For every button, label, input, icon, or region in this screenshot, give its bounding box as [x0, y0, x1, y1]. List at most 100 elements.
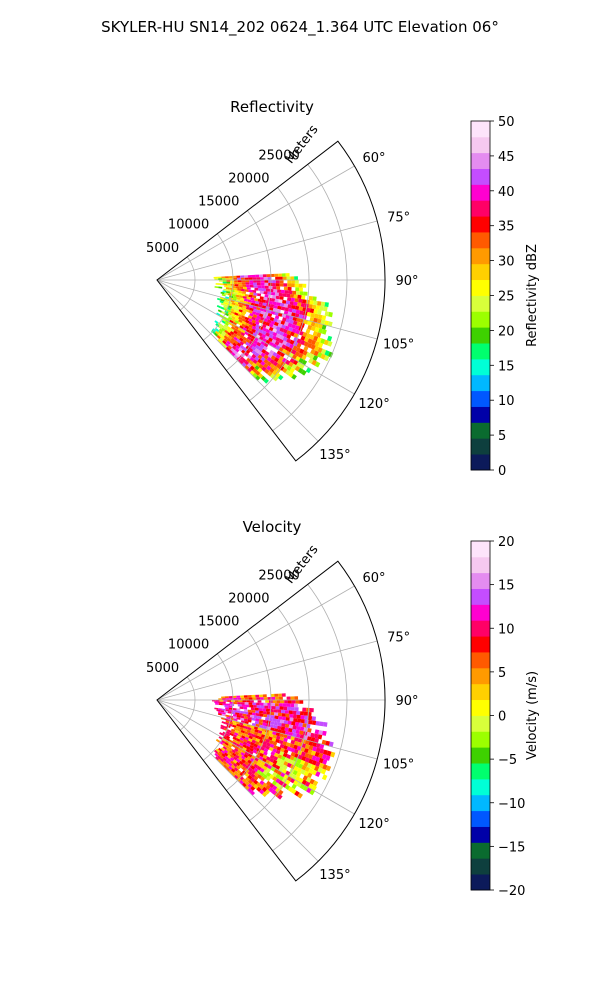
echo-gate	[312, 355, 319, 361]
echo-gate	[299, 730, 304, 735]
range-ring	[249, 607, 310, 821]
echo-gate	[216, 305, 221, 309]
echo-gate	[225, 722, 230, 726]
echo-gate	[282, 299, 287, 304]
echo-gate	[250, 335, 256, 340]
echo-gate	[239, 779, 244, 785]
echo-gate	[227, 289, 231, 292]
echo-gate	[268, 323, 274, 328]
echo-gate	[255, 741, 260, 746]
echo-gate	[263, 363, 269, 369]
echo-gate	[265, 325, 271, 330]
echo-gate	[225, 759, 230, 764]
echo-gate	[227, 309, 232, 313]
echo-gate	[222, 340, 227, 345]
echo-gate	[235, 307, 240, 312]
echo-gate	[255, 751, 261, 756]
echo-gate	[286, 696, 291, 700]
echo-gate	[306, 776, 312, 783]
echo-gate	[249, 370, 255, 376]
echo-gate	[298, 298, 303, 303]
echo-gate	[249, 356, 255, 362]
echo-gate	[305, 367, 312, 374]
echo-gate	[215, 703, 219, 705]
echo-gate	[258, 332, 263, 337]
echo-gate	[265, 708, 270, 712]
echo-gate	[307, 762, 313, 769]
echo-gate	[245, 734, 250, 738]
echo-gate	[268, 282, 273, 286]
echo-gate	[219, 758, 225, 763]
echo-gate	[273, 721, 279, 726]
echo-gate	[234, 751, 240, 756]
echo-gate	[263, 748, 269, 753]
echo-gate	[246, 296, 251, 300]
echo-gate	[219, 741, 224, 745]
radial-tick-label: 15000	[198, 195, 239, 210]
echo-gate	[241, 315, 246, 319]
echo-gate	[289, 743, 295, 749]
echo-gate	[226, 280, 231, 282]
echo-gate	[242, 284, 247, 287]
echo-gate	[217, 276, 222, 279]
echo-gate	[270, 373, 276, 379]
echo-gate	[262, 711, 267, 715]
echo-gate	[263, 354, 269, 360]
echo-gate	[227, 729, 232, 733]
echo-gate	[293, 744, 298, 750]
echo-gate	[218, 736, 223, 740]
colorbar-segment	[471, 152, 490, 169]
echo-gate	[247, 299, 252, 303]
echo-gate	[220, 724, 225, 728]
echo-gate	[241, 307, 246, 311]
echo-gate	[269, 774, 275, 780]
echo-gate	[270, 711, 275, 716]
echo-gate	[308, 304, 313, 309]
echo-gate	[270, 355, 276, 361]
echo-gate	[248, 712, 253, 715]
echo-gate	[297, 792, 303, 799]
echo-gate	[219, 337, 224, 342]
echo-gate	[245, 284, 250, 288]
echo-gate	[238, 700, 243, 703]
echo-gate	[273, 745, 278, 750]
echo-gate	[290, 707, 295, 711]
echo-gate	[251, 319, 257, 324]
echo-gate	[230, 764, 236, 770]
echo-gate	[239, 337, 244, 342]
echo-gate	[249, 280, 254, 283]
echo-gate	[249, 744, 255, 749]
echo-gate	[259, 694, 263, 698]
colorbar-tick-label: 10	[498, 622, 515, 637]
range-ring	[272, 584, 348, 852]
echo-gate	[321, 754, 327, 760]
echo-gate	[263, 751, 268, 756]
echo-gate	[295, 347, 301, 353]
reflectivity-panel: Reflectivity Meters Reflectivity dBZ 500…	[146, 98, 540, 479]
echo-gate	[296, 758, 302, 764]
echo-gate	[238, 355, 244, 361]
echo-gate	[244, 316, 250, 321]
echo-gate	[278, 780, 284, 786]
colorbar-segment	[471, 422, 490, 439]
echo-gate	[315, 771, 321, 777]
echo-gate	[295, 700, 300, 704]
echo-gate	[237, 733, 242, 738]
echo-gate	[244, 751, 250, 756]
echo-gate	[266, 361, 272, 367]
echo-gate	[225, 737, 231, 742]
echo-gate	[235, 725, 241, 730]
echo-gate	[319, 305, 324, 311]
echo-gate	[217, 713, 222, 716]
echo-gate	[296, 711, 301, 715]
echo-gate	[224, 322, 229, 326]
echo-gate	[234, 745, 240, 750]
echo-gate	[298, 314, 304, 319]
radial-tick-label: 5000	[146, 661, 179, 676]
echo-gate	[272, 332, 278, 337]
echo-gate	[284, 784, 291, 790]
echo-gate	[227, 345, 233, 350]
echo-gate	[223, 305, 228, 309]
echo-gate	[272, 324, 278, 330]
echo-gate	[237, 288, 242, 291]
